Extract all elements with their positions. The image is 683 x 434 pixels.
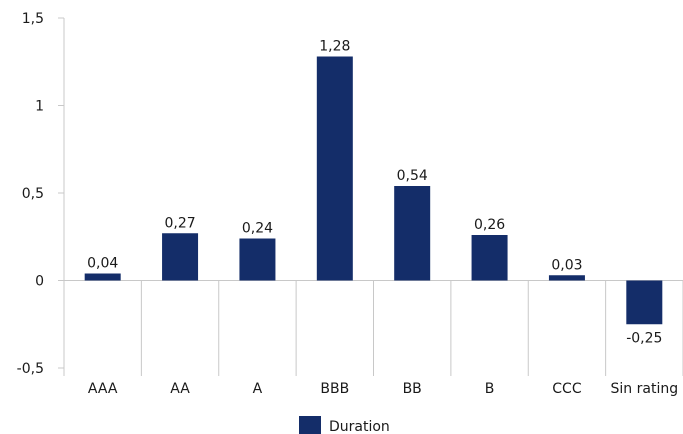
data-label: 0,26 bbox=[474, 217, 505, 233]
x-tick-label: AAA bbox=[88, 381, 118, 397]
data-label: -0,25 bbox=[626, 330, 662, 346]
x-tick-label: BBB bbox=[320, 381, 349, 397]
x-tick-label: Sin rating bbox=[611, 381, 679, 397]
legend-swatch-duration bbox=[299, 416, 321, 434]
data-label: 0,54 bbox=[397, 168, 428, 184]
y-tick-label: 0,5 bbox=[22, 186, 44, 202]
bar bbox=[84, 273, 121, 281]
bar bbox=[316, 56, 353, 281]
x-tick-label: AA bbox=[170, 381, 190, 397]
legend-label-duration: Duration bbox=[329, 419, 390, 434]
y-tick-label: 0 bbox=[35, 274, 44, 290]
x-axis: AAA AA A BBB BB B CCC Sin rating bbox=[63, 280, 683, 397]
bar bbox=[394, 186, 431, 281]
y-tick-label: -0,5 bbox=[17, 361, 44, 377]
data-label: 0,27 bbox=[164, 215, 195, 231]
data-label: 0,24 bbox=[242, 221, 273, 237]
y-tick-label: 1 bbox=[35, 99, 44, 115]
bar bbox=[162, 233, 199, 281]
data-label: 1,28 bbox=[319, 39, 350, 55]
data-label: 0,03 bbox=[551, 257, 582, 273]
bar bbox=[239, 238, 276, 281]
bars bbox=[84, 56, 663, 325]
legend: Duration bbox=[299, 416, 390, 434]
bar bbox=[548, 275, 585, 281]
y-axis: -0,5 0 0,5 1 1,5 bbox=[17, 11, 65, 377]
data-labels: 0,04 0,27 0,24 1,28 0,54 0,26 0,03 -0,25 bbox=[87, 39, 662, 347]
data-label: 0,04 bbox=[87, 256, 118, 272]
bar bbox=[626, 280, 663, 325]
x-tick-label: A bbox=[253, 381, 263, 397]
x-tick-label: BB bbox=[403, 381, 422, 397]
x-tick-label: CCC bbox=[552, 381, 582, 397]
bar bbox=[471, 235, 508, 281]
x-tick-label: B bbox=[485, 381, 495, 397]
y-tick-label: 1,5 bbox=[22, 11, 44, 27]
